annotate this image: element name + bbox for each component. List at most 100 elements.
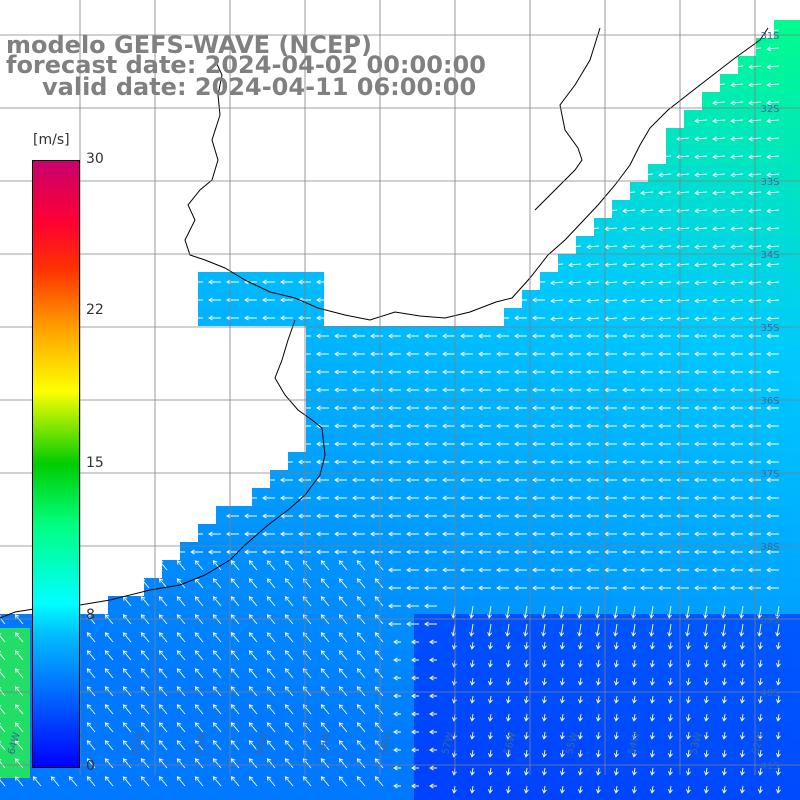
wind-arrow: [158, 704, 168, 715]
ocean-cell: [342, 776, 360, 794]
wind-arrow: [158, 758, 168, 769]
wind-arrow: [568, 459, 581, 465]
ocean-cell: [774, 740, 792, 758]
wind-arrow: [248, 740, 258, 751]
wind-arrow: [658, 477, 671, 483]
wind-arrow: [266, 596, 276, 607]
ocean-cell: [144, 776, 162, 794]
wind-arrow: [496, 387, 509, 393]
ocean-cell: [90, 686, 108, 704]
wind-arrow: [460, 405, 473, 411]
ocean-cell: [324, 326, 342, 344]
ocean-cell: [36, 776, 54, 794]
ocean-cell: [594, 542, 612, 560]
wind-arrow: [352, 459, 365, 465]
wind-arrow: [622, 387, 635, 393]
latitude-label: 41S: [760, 761, 779, 772]
wind-arrow: [388, 459, 401, 465]
wind-arrow: [775, 641, 781, 650]
wind-arrow: [703, 731, 709, 740]
wind-arrow: [577, 605, 583, 619]
ocean-cell: [756, 326, 774, 344]
ocean-cell: [648, 578, 666, 596]
wind-arrow: [370, 423, 383, 429]
wind-arrow: [158, 722, 168, 733]
ocean-cell: [756, 596, 774, 614]
ocean-cell: [774, 272, 792, 290]
wind-arrow: [676, 316, 690, 322]
ocean-cell: [558, 362, 576, 380]
wind-arrow: [442, 513, 455, 519]
ocean-cell: [252, 776, 270, 794]
ocean-cell: [288, 524, 306, 542]
wind-arrow: [208, 297, 221, 303]
ocean-cell: [396, 794, 414, 800]
wind-arrow: [694, 513, 707, 519]
wind-arrow: [514, 567, 527, 573]
wind-arrow: [496, 567, 509, 573]
wind-arrow: [721, 767, 727, 776]
wind-arrow: [622, 495, 635, 501]
wind-arrow: [374, 776, 384, 787]
wind-arrow: [338, 650, 348, 661]
wind-arrow: [550, 298, 564, 304]
wind-arrow: [262, 549, 275, 555]
wind-arrow: [302, 776, 312, 787]
wind-arrow: [712, 280, 726, 286]
ocean-cell: [342, 434, 360, 452]
ocean-cell: [288, 758, 306, 776]
ocean-cell: [162, 722, 180, 740]
ocean-cell: [630, 488, 648, 506]
ocean-cell: [792, 344, 800, 362]
ocean-cell: [720, 182, 738, 200]
ocean-cell: [306, 614, 324, 632]
wind-arrow: [158, 560, 168, 571]
wind-arrow: [586, 387, 599, 393]
wind-arrow: [730, 495, 743, 501]
wind-arrow: [721, 695, 727, 704]
ocean-cell: [684, 434, 702, 452]
colorbar-unit: [m/s]: [33, 132, 70, 148]
wind-arrow: [442, 405, 455, 411]
wind-arrow: [541, 749, 547, 758]
ocean-cell: [756, 776, 774, 794]
ocean-cell: [396, 650, 414, 668]
wind-arrow: [226, 549, 239, 555]
ocean-cell: [306, 344, 324, 362]
wind-arrow: [14, 758, 24, 769]
wind-arrow: [316, 405, 329, 411]
wind-arrow: [266, 632, 276, 643]
wind-arrow: [352, 351, 365, 357]
ocean-cell: [378, 416, 396, 434]
wind-arrow: [0, 669, 6, 679]
wind-arrow: [721, 659, 727, 668]
ocean-cell: [234, 506, 252, 524]
wind-arrow: [280, 495, 293, 501]
ocean-cell: [306, 452, 324, 470]
wind-arrow: [541, 677, 547, 686]
ocean-cell: [612, 452, 630, 470]
ocean-cell: [486, 380, 504, 398]
wind-arrow: [550, 585, 563, 591]
wind-arrow: [676, 208, 690, 214]
wind-arrow: [622, 262, 636, 268]
ocean-cell: [594, 668, 612, 686]
wind-arrow: [757, 659, 763, 668]
ocean-cell: [396, 398, 414, 416]
wind-arrow: [352, 513, 365, 519]
ocean-cell: [756, 236, 774, 254]
wind-arrow: [176, 596, 186, 607]
wind-arrow: [631, 677, 637, 686]
ocean-cell: [702, 380, 720, 398]
wind-arrow: [730, 298, 744, 304]
ocean-cell: [792, 686, 800, 704]
ocean-cell: [594, 434, 612, 452]
wind-arrow: [496, 549, 509, 555]
ocean-cell: [684, 398, 702, 416]
ocean-cell: [270, 470, 288, 488]
ocean-cell: [720, 686, 738, 704]
ocean-cell: [630, 218, 648, 236]
wind-arrow: [766, 118, 780, 124]
ocean-cell: [252, 560, 270, 578]
ocean-cell: [324, 380, 342, 398]
